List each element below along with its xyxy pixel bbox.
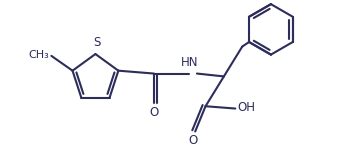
Text: S: S bbox=[93, 36, 100, 49]
Text: CH₃: CH₃ bbox=[28, 50, 49, 60]
Text: O: O bbox=[149, 106, 158, 119]
Text: OH: OH bbox=[237, 101, 255, 114]
Text: O: O bbox=[188, 134, 198, 147]
Text: HN: HN bbox=[181, 56, 199, 69]
